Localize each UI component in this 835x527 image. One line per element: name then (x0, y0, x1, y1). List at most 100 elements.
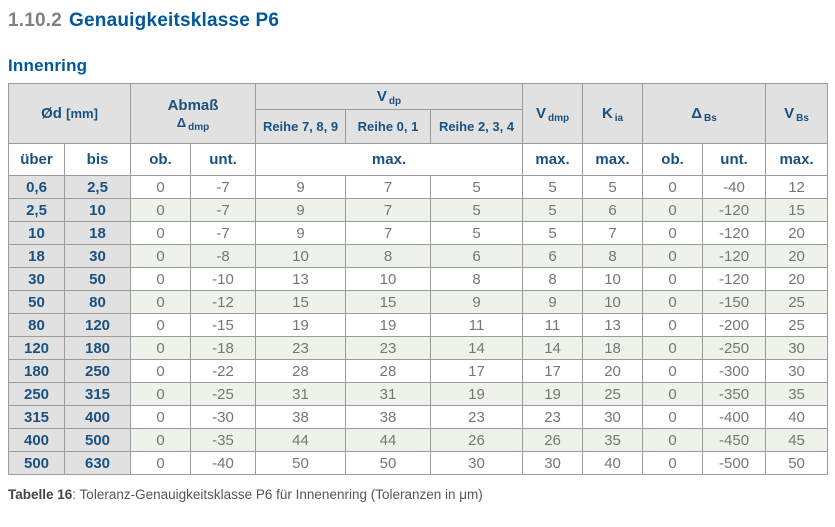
tolerance-value-cell: 0 (642, 244, 704, 268)
subheader-max-vdmp: max. (522, 143, 584, 176)
size-range-cell: 50 (63, 267, 132, 291)
subheader-unt-dmp: unt. (190, 143, 257, 176)
tolerance-value-cell: -40 (702, 175, 767, 199)
tolerance-value-cell: 38 (345, 405, 432, 429)
table-row: 180 250 0 -22 28 28 17 17 20 0 -300 30 (8, 359, 829, 383)
col-header-vbs: V Bs (765, 83, 829, 144)
tolerance-value-cell: 50 (345, 451, 432, 475)
tolerance-value-cell: -25 (190, 382, 257, 406)
tolerance-value-cell: 0 (130, 451, 192, 475)
subheader-ob-bs: ob. (642, 143, 704, 176)
tolerance-value-cell: 0 (130, 198, 192, 222)
size-range-cell: 2,5 (63, 175, 132, 199)
tolerance-value-cell: 9 (255, 221, 347, 245)
table-row: 10 18 0 -7 9 7 5 5 7 0 -120 20 (8, 221, 829, 245)
tolerance-value-cell: 0 (642, 428, 704, 452)
tolerance-value-cell: -7 (190, 221, 257, 245)
size-range-cell: 315 (8, 405, 65, 429)
header-row-2: Reihe 7, 8, 9 Reihe 0, 1 Reihe 2, 3, 4 (9, 109, 828, 144)
tolerance-value-cell: 35 (765, 382, 829, 406)
tolerance-value-cell: 9 (255, 198, 347, 222)
tolerance-value-cell: 0 (642, 221, 704, 245)
tolerance-value-cell: -150 (702, 290, 767, 314)
tolerance-value-cell: 0 (642, 336, 704, 360)
tolerance-value-cell: 44 (345, 428, 432, 452)
tolerance-value-cell: 30 (765, 359, 829, 383)
document-page: 1.10.2 Genauigkeitsklasse P6 Innenring Ød… (7, 10, 829, 502)
table-row: 18 30 0 -8 10 8 6 6 8 0 -120 20 (8, 244, 829, 268)
tolerance-value-cell: 0 (130, 428, 192, 452)
tolerance-value-cell: 40 (765, 405, 829, 429)
tolerance-value-cell: 9 (430, 290, 524, 314)
tolerance-value-cell: 13 (582, 313, 644, 337)
tolerance-value-cell: -120 (702, 198, 767, 222)
od-symbol: Ød (41, 105, 62, 122)
tolerance-value-cell: -250 (702, 336, 767, 360)
tolerance-value-cell: 0 (130, 175, 192, 199)
tolerance-value-cell: 28 (255, 359, 347, 383)
table-caption: Tabelle 16: Toleranz-Genauigkeitsklasse … (8, 487, 827, 502)
tolerance-value-cell: 15 (345, 290, 432, 314)
size-range-cell: 250 (63, 359, 132, 383)
size-range-cell: 18 (8, 244, 65, 268)
tolerance-value-cell: 0 (130, 244, 192, 268)
table-row: 50 80 0 -12 15 15 9 9 10 0 -150 25 (8, 290, 829, 314)
tolerance-value-cell: -18 (190, 336, 257, 360)
tolerance-value-cell: 0 (130, 313, 192, 337)
size-range-cell: 120 (8, 336, 65, 360)
tolerance-value-cell: 25 (765, 313, 829, 337)
tolerance-value-cell: 0 (130, 405, 192, 429)
size-range-cell: 30 (8, 267, 65, 291)
tolerance-value-cell: 0 (642, 198, 704, 222)
tolerance-value-cell: 23 (522, 405, 584, 429)
tolerance-value-cell: -12 (190, 290, 257, 314)
table-row: 120 180 0 -18 23 23 14 14 18 0 -250 30 (8, 336, 829, 360)
tolerance-value-cell: 30 (522, 451, 584, 475)
tolerance-value-cell: 26 (522, 428, 584, 452)
tolerance-value-cell: 17 (430, 359, 524, 383)
tolerance-value-cell: 38 (255, 405, 347, 429)
tolerance-value-cell: -400 (702, 405, 767, 429)
size-range-cell: 50 (8, 290, 65, 314)
tolerance-value-cell: 13 (255, 267, 347, 291)
tolerance-value-cell: 0 (642, 175, 704, 199)
tolerance-value-cell: 23 (255, 336, 347, 360)
tolerance-value-cell: 0 (130, 359, 192, 383)
table-row: 2,5 10 0 -7 9 7 5 5 6 0 -120 15 (8, 198, 829, 222)
tolerance-value-cell: 14 (522, 336, 584, 360)
tolerance-value-cell: 20 (765, 244, 829, 268)
tolerance-value-cell: 0 (642, 405, 704, 429)
tolerance-value-cell: 19 (430, 382, 524, 406)
tolerance-value-cell: -200 (702, 313, 767, 337)
tolerance-value-cell: 0 (642, 359, 704, 383)
tolerance-value-cell: -35 (190, 428, 257, 452)
tolerance-value-cell: 10 (345, 267, 432, 291)
size-range-cell: 80 (8, 313, 65, 337)
tolerance-value-cell: -8 (190, 244, 257, 268)
tolerance-value-cell: 28 (345, 359, 432, 383)
page-title: 1.10.2 Genauigkeitsklasse P6 (8, 10, 827, 32)
tolerance-value-cell: 5 (430, 175, 524, 199)
tolerance-value-cell: 5 (522, 221, 584, 245)
tolerance-value-cell: 5 (582, 175, 644, 199)
tolerance-value-cell: -7 (190, 175, 257, 199)
tolerance-value-cell: 25 (582, 382, 644, 406)
tolerance-value-cell: 11 (522, 313, 584, 337)
tolerance-value-cell: 12 (765, 175, 829, 199)
tolerance-value-cell: 0 (130, 382, 192, 406)
subheader-ueber: über (8, 143, 65, 176)
tolerance-value-cell: 11 (430, 313, 524, 337)
tolerance-value-cell: -120 (702, 221, 767, 245)
tolerance-value-cell: 8 (345, 244, 432, 268)
header-row-3: über bis ob. unt. max. max. max. ob. unt… (8, 143, 829, 176)
tolerance-value-cell: 10 (582, 290, 644, 314)
tolerance-value-cell: 30 (582, 405, 644, 429)
tolerance-value-cell: 19 (255, 313, 347, 337)
table-subtitle: Innenring (8, 56, 88, 75)
subheader-max-vbs: max. (765, 143, 829, 176)
